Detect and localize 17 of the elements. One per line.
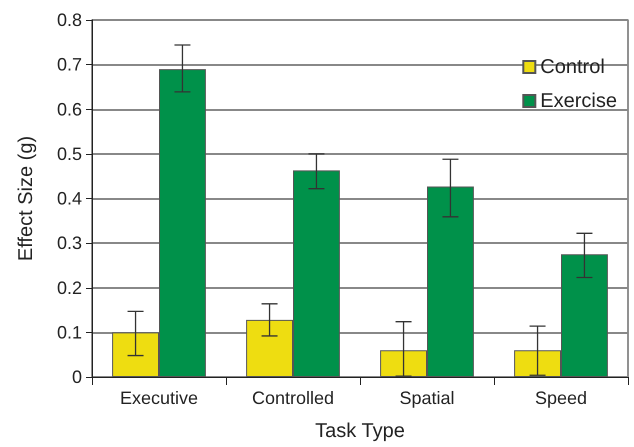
y-tick-label: 0.1 — [56, 322, 82, 342]
y-tick-label: 0.6 — [56, 99, 82, 120]
x-axis-title: Task Type — [315, 420, 405, 442]
x-tick-label: Executive — [120, 388, 198, 408]
y-tick-label: 0 — [72, 367, 82, 387]
y-tick-label: 0.7 — [56, 54, 82, 75]
legend-label: Control — [540, 56, 605, 78]
y-tick-label: 0.5 — [56, 144, 82, 164]
y-tick-label: 0.8 — [56, 10, 82, 30]
y-tick-label: 0.4 — [56, 188, 82, 208]
legend-label: Exercise — [540, 90, 618, 112]
x-tick-label: Spatial — [399, 388, 455, 408]
y-tick-label: 0.2 — [56, 278, 82, 298]
y-axis-title: Effect Size (g) — [15, 136, 37, 262]
x-tick-label: Controlled — [252, 388, 334, 408]
y-tick-label: 0.3 — [56, 233, 82, 254]
x-tick-label: Speed — [534, 388, 588, 408]
